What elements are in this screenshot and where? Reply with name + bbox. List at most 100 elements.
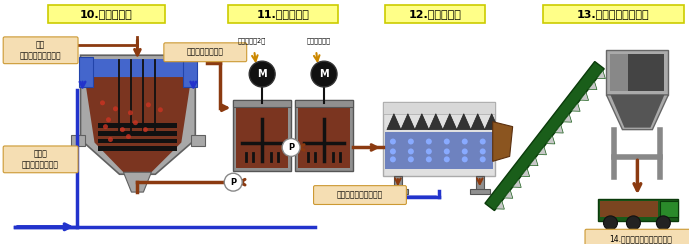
Circle shape (480, 148, 486, 154)
Circle shape (108, 137, 113, 142)
Polygon shape (580, 92, 589, 100)
Polygon shape (496, 201, 504, 209)
Polygon shape (428, 114, 443, 130)
Circle shape (311, 61, 337, 87)
FancyBboxPatch shape (3, 146, 78, 173)
Bar (385, 5, 484, 23)
Circle shape (627, 216, 640, 230)
Bar (184, 57, 197, 87)
Text: 12.汚泥脱水機: 12.汚泥脱水機 (408, 9, 461, 19)
Circle shape (120, 127, 125, 132)
Circle shape (408, 156, 414, 162)
Bar (295, 100, 353, 171)
Circle shape (426, 138, 432, 145)
Polygon shape (513, 179, 521, 187)
Circle shape (126, 134, 131, 139)
Text: P: P (288, 143, 294, 152)
Text: 11.汚泥貯留槽: 11.汚泥貯留槽 (257, 9, 310, 19)
Circle shape (480, 138, 486, 145)
Bar (295, 100, 353, 107)
Bar (598, 199, 678, 221)
Polygon shape (546, 136, 555, 144)
Text: M: M (319, 69, 329, 79)
Polygon shape (85, 59, 191, 87)
Polygon shape (81, 55, 195, 174)
Polygon shape (597, 71, 605, 79)
Text: M: M (257, 69, 267, 79)
Bar (99, 123, 177, 128)
Bar (475, 176, 484, 191)
Polygon shape (484, 114, 499, 130)
Circle shape (604, 216, 618, 230)
Bar (542, 5, 684, 23)
Bar (99, 138, 177, 144)
Polygon shape (607, 95, 669, 130)
Text: 上澄水
（水処理施設へ）: 上澄水 （水処理施設へ） (22, 150, 59, 169)
Bar (233, 100, 291, 171)
Bar (298, 105, 350, 168)
Circle shape (390, 156, 396, 162)
Bar (383, 102, 495, 176)
Bar (383, 102, 495, 114)
Polygon shape (401, 114, 415, 130)
Bar (388, 189, 408, 194)
Text: P: P (230, 178, 236, 187)
Circle shape (444, 138, 450, 145)
Polygon shape (493, 122, 513, 161)
Circle shape (224, 173, 242, 191)
Circle shape (408, 138, 414, 145)
Text: ろ液（水処理施設へ）: ろ液（水処理施設へ） (337, 191, 383, 200)
Circle shape (480, 156, 486, 162)
Bar (385, 132, 493, 169)
Polygon shape (571, 103, 580, 111)
Polygon shape (387, 114, 401, 130)
Circle shape (146, 102, 151, 107)
Text: 汚泥
（水処理施設より）: 汚泥 （水処理施設より） (20, 41, 61, 60)
Bar (470, 189, 490, 194)
Bar (79, 57, 92, 87)
Circle shape (103, 124, 108, 129)
FancyBboxPatch shape (3, 37, 78, 64)
Circle shape (282, 138, 300, 156)
Text: ポリ硫酸第2鉄: ポリ硫酸第2鉄 (238, 37, 266, 44)
Circle shape (249, 61, 275, 87)
Circle shape (390, 138, 396, 145)
Bar (394, 176, 402, 191)
Text: 高分子凝集剤: 高分子凝集剤 (307, 37, 331, 44)
Circle shape (426, 148, 432, 154)
Bar (660, 201, 678, 217)
Polygon shape (555, 125, 563, 133)
Polygon shape (529, 158, 538, 166)
Circle shape (100, 100, 105, 105)
Circle shape (444, 148, 450, 154)
Text: 上澄水（越流水）: 上澄水（越流水） (187, 48, 224, 57)
Circle shape (128, 110, 133, 115)
Polygon shape (521, 168, 530, 177)
Bar (233, 100, 291, 107)
Circle shape (444, 156, 450, 162)
Bar (611, 54, 629, 91)
Text: 14.脱水ケーキ（搬出処分）: 14.脱水ケーキ（搬出処分） (609, 234, 672, 243)
Circle shape (462, 138, 468, 145)
Bar (48, 5, 166, 23)
Circle shape (408, 148, 414, 154)
Polygon shape (611, 54, 664, 91)
Text: 13.ケーキ貯留サイロ: 13.ケーキ貯留サイロ (577, 9, 650, 19)
Circle shape (462, 156, 468, 162)
Polygon shape (415, 114, 428, 130)
FancyBboxPatch shape (585, 229, 690, 245)
Polygon shape (504, 190, 513, 198)
Circle shape (462, 148, 468, 154)
Circle shape (106, 117, 111, 122)
Bar (99, 147, 177, 151)
Polygon shape (563, 114, 572, 122)
Bar (600, 201, 658, 217)
FancyBboxPatch shape (313, 186, 406, 205)
Circle shape (158, 107, 163, 112)
Circle shape (143, 127, 148, 132)
Circle shape (390, 148, 396, 154)
Polygon shape (589, 81, 597, 90)
Polygon shape (85, 77, 191, 172)
Polygon shape (471, 114, 484, 130)
Bar (99, 131, 177, 135)
